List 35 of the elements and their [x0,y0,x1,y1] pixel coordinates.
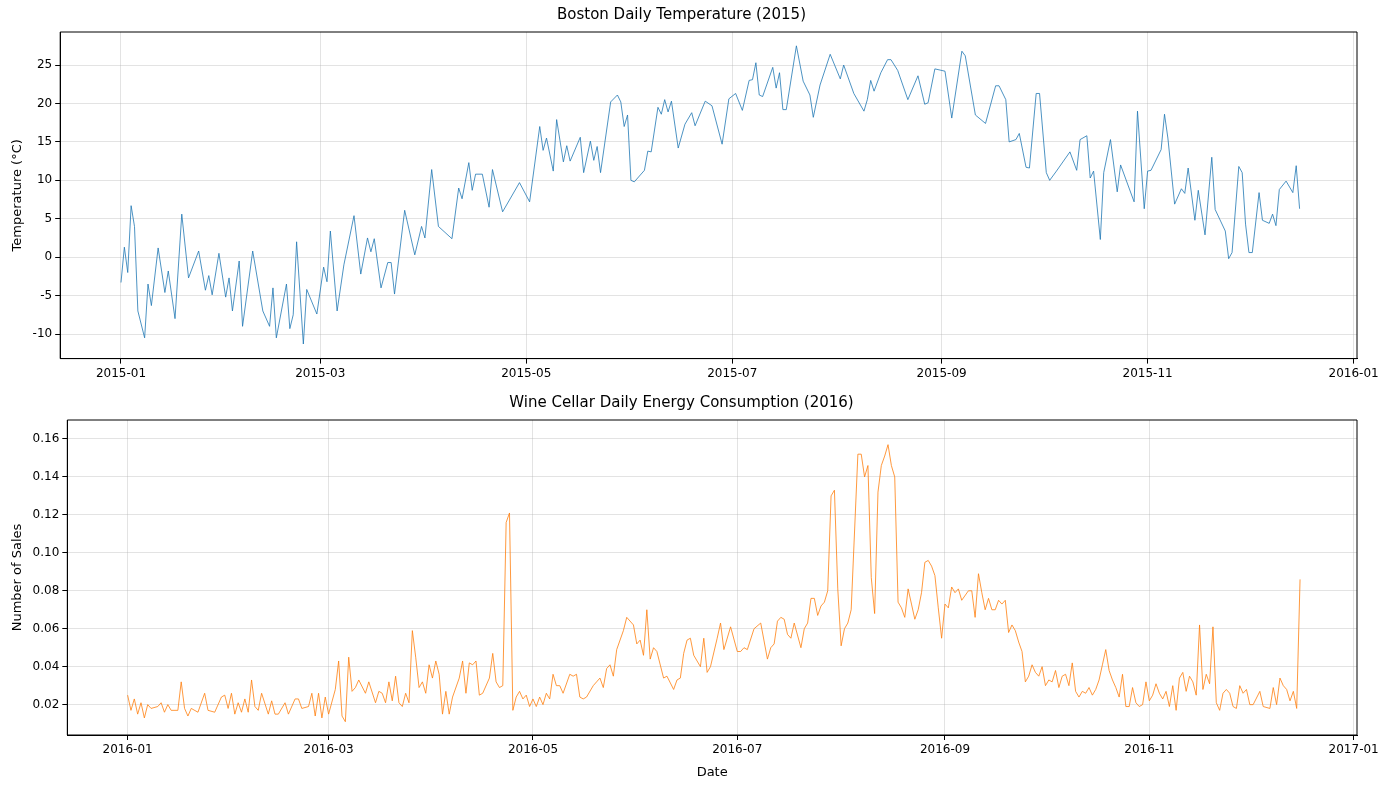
x-tick-label: 2015-09 [916,365,967,380]
x-axis-title: Date [696,763,728,779]
x-tick-label: 2016-09 [919,742,971,757]
y-tick-label: 15 [36,134,53,149]
x-tick-label: 2015-11 [1122,365,1173,380]
x-tick-label: 2016-01 [1328,365,1379,380]
x-tick-label: 2016-07 [712,742,763,757]
x-tick-label: 2015-05 [501,365,552,380]
y-axis-title: Number of Sales [9,523,25,632]
y-tick-label: 0 [44,249,53,264]
x-tick-label: 2016-05 [507,742,559,757]
y-tick-label: 0.04 [32,658,60,673]
x-tick-label: 2015-03 [295,365,346,380]
y-tick-label: 0.06 [32,620,60,635]
y-tick-label: 0.16 [32,431,60,446]
chart-title: Boston Daily Temperature (2015) [556,4,807,23]
x-tick-label: 2016-01 [102,742,153,757]
y-tick-label: 25 [36,57,53,72]
y-tick-label: 10 [36,172,53,187]
y-axis-title: Temperature (°C) [9,139,25,253]
y-tick-label: 0.12 [32,507,60,521]
y-tick-label: 5 [44,210,53,225]
y-tick-label: 0.08 [32,582,60,597]
y-tick-label: 0.10 [32,544,60,559]
x-tick-label: 2015-01 [95,365,147,380]
x-tick-label: 2016-03 [303,742,354,757]
x-tick-label: 2015-07 [707,365,758,380]
y-tick-label: -10 [32,326,53,341]
x-tick-label: 2016-11 [1124,742,1175,757]
chart-title: Wine Cellar Daily Energy Consumption (2016) [509,392,854,411]
y-tick-label: 0.14 [32,469,60,484]
y-tick-label: 20 [36,95,53,110]
x-tick-label: 2017-01 [1328,742,1379,757]
y-tick-label: 0.02 [32,696,60,711]
y-tick-label: -5 [40,287,53,302]
